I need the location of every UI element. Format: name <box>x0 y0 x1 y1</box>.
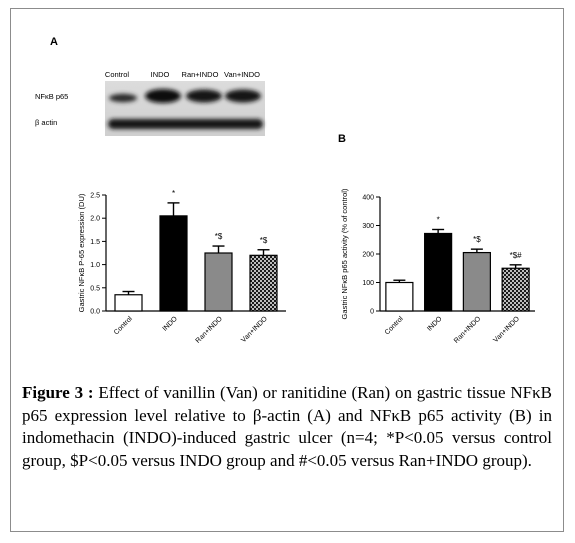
caption-label: Figure 3 : <box>22 383 94 402</box>
blot-row-label: β actin <box>35 118 57 127</box>
blot-lane-label: Ran+INDO <box>182 70 219 79</box>
blot-bands-p65 <box>109 89 261 103</box>
blot-row-label: NFκB p65 <box>35 92 68 101</box>
panel-b-letter: B <box>338 133 346 145</box>
blot-lane-label: Control <box>105 70 130 79</box>
panel-a-letter: A <box>50 36 58 48</box>
caption-text: Effect of vanillin (Van) or ranitidine (… <box>22 383 553 470</box>
blot-bands-actin <box>108 119 263 129</box>
blot-lane-label: INDO <box>151 70 170 79</box>
figure-caption: Figure 3 : Effect of vanillin (Van) or r… <box>22 382 552 472</box>
western-blot: Control INDO Ran+INDO Van+INDO NFκB p65 … <box>35 70 265 136</box>
blot-lane-label: Van+INDO <box>224 70 260 79</box>
